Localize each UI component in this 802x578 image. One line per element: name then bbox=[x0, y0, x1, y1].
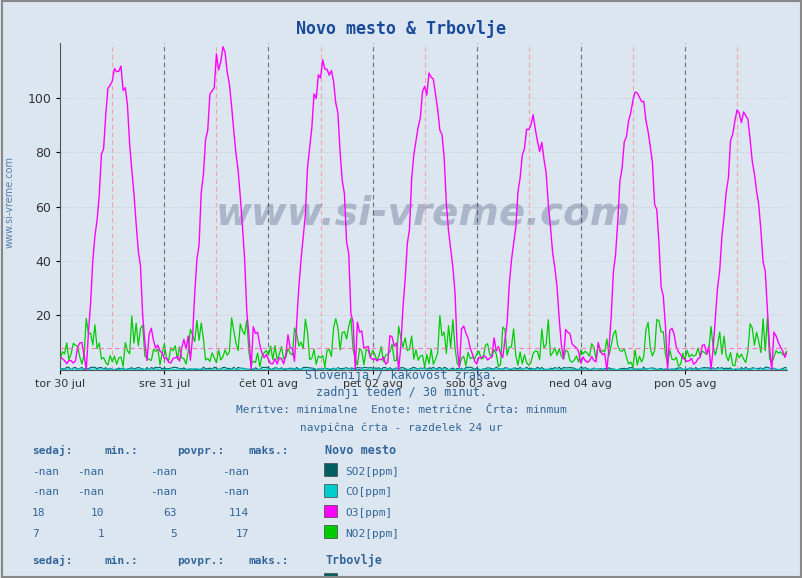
Text: SO2[ppm]: SO2[ppm] bbox=[345, 577, 399, 578]
Text: NO2[ppm]: NO2[ppm] bbox=[345, 529, 399, 539]
Text: maks.:: maks.: bbox=[249, 556, 289, 566]
Text: povpr.:: povpr.: bbox=[176, 446, 224, 455]
Text: min.:: min.: bbox=[104, 556, 138, 566]
Text: 18: 18 bbox=[32, 508, 46, 518]
Text: 5: 5 bbox=[170, 529, 176, 539]
Text: maks.:: maks.: bbox=[249, 446, 289, 455]
Text: sedaj:: sedaj: bbox=[32, 555, 72, 566]
Text: 114: 114 bbox=[229, 508, 249, 518]
Text: -nan: -nan bbox=[77, 466, 104, 476]
Text: -nan: -nan bbox=[32, 487, 59, 497]
Text: 63: 63 bbox=[163, 508, 176, 518]
Text: Meritve: minimalne  Enote: metrične  Črta: minmum: Meritve: minimalne Enote: metrične Črta:… bbox=[236, 405, 566, 415]
Text: www.si-vreme.com: www.si-vreme.com bbox=[5, 156, 14, 249]
Text: Slovenija / kakovost zraka.: Slovenija / kakovost zraka. bbox=[305, 369, 497, 381]
Text: Novo mesto & Trbovlje: Novo mesto & Trbovlje bbox=[296, 20, 506, 38]
Text: -nan: -nan bbox=[149, 466, 176, 476]
Text: Trbovlje: Trbovlje bbox=[325, 554, 382, 567]
Text: -nan: -nan bbox=[149, 487, 176, 497]
Text: povpr.:: povpr.: bbox=[176, 556, 224, 566]
Text: min.:: min.: bbox=[104, 446, 138, 455]
Text: -nan: -nan bbox=[149, 577, 176, 578]
Text: www.si-vreme.com: www.si-vreme.com bbox=[216, 194, 630, 232]
Text: -nan: -nan bbox=[221, 577, 249, 578]
Text: -nan: -nan bbox=[221, 487, 249, 497]
Text: Novo mesto: Novo mesto bbox=[325, 444, 396, 457]
Text: sedaj:: sedaj: bbox=[32, 444, 72, 455]
Text: -nan: -nan bbox=[221, 466, 249, 476]
Text: -nan: -nan bbox=[32, 577, 59, 578]
Text: CO[ppm]: CO[ppm] bbox=[345, 487, 392, 497]
Text: zadnji teden / 30 minut.: zadnji teden / 30 minut. bbox=[316, 386, 486, 399]
Text: 10: 10 bbox=[91, 508, 104, 518]
Text: 1: 1 bbox=[98, 529, 104, 539]
Text: 17: 17 bbox=[235, 529, 249, 539]
Text: -nan: -nan bbox=[77, 487, 104, 497]
Text: navpična črta - razdelek 24 ur: navpična črta - razdelek 24 ur bbox=[300, 422, 502, 432]
Text: 7: 7 bbox=[32, 529, 38, 539]
Text: O3[ppm]: O3[ppm] bbox=[345, 508, 392, 518]
Text: SO2[ppm]: SO2[ppm] bbox=[345, 466, 399, 476]
Text: -nan: -nan bbox=[77, 577, 104, 578]
Text: -nan: -nan bbox=[32, 466, 59, 476]
